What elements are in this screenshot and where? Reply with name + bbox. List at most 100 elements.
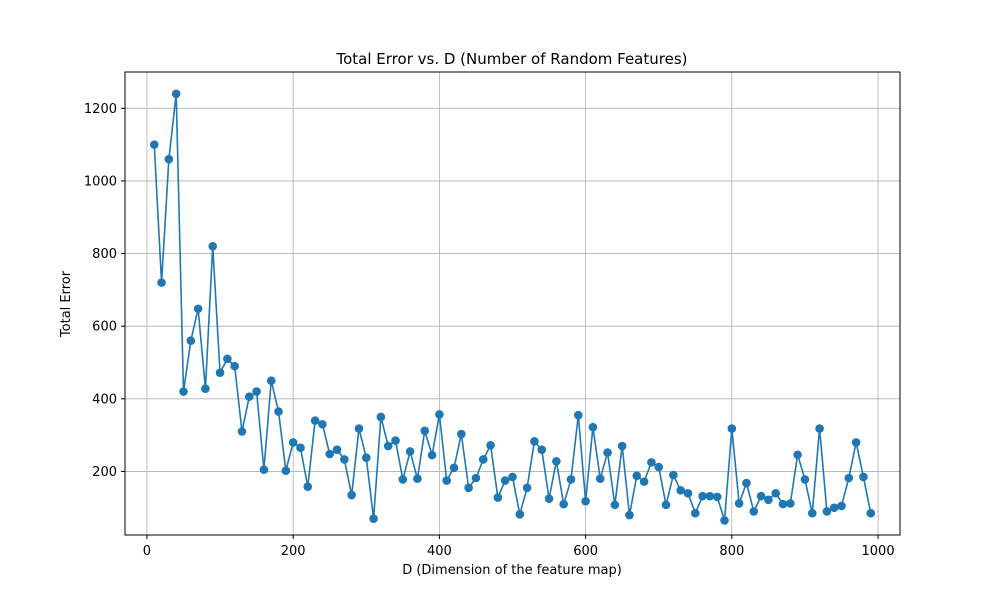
data-point bbox=[244, 392, 254, 401]
y-axis-title: Total Error bbox=[59, 270, 74, 338]
data-point bbox=[303, 482, 313, 492]
data-point bbox=[749, 507, 759, 516]
data-point bbox=[383, 441, 393, 451]
data-point bbox=[486, 441, 495, 450]
grid bbox=[125, 72, 900, 535]
data-point bbox=[727, 424, 737, 433]
data-point bbox=[581, 496, 590, 506]
data-point bbox=[574, 410, 583, 420]
data-point bbox=[500, 476, 510, 485]
data-point bbox=[829, 503, 839, 513]
data-point bbox=[208, 242, 218, 251]
plot-frame bbox=[124, 71, 901, 536]
data-point bbox=[866, 508, 876, 518]
data-point bbox=[471, 473, 481, 483]
data-point bbox=[559, 499, 568, 509]
data-point bbox=[237, 427, 247, 436]
data-point bbox=[171, 89, 181, 99]
data-point bbox=[449, 463, 459, 473]
data-point bbox=[639, 477, 649, 486]
x-axis-title: D (Dimension of the feature map) bbox=[402, 563, 622, 578]
data-point bbox=[457, 429, 466, 439]
data-point bbox=[669, 470, 678, 480]
data-point bbox=[413, 474, 422, 484]
x-tick-label: 400 bbox=[427, 544, 452, 559]
data-point bbox=[310, 416, 320, 425]
data-point bbox=[552, 456, 561, 466]
data-point bbox=[595, 474, 605, 484]
data-point bbox=[844, 473, 854, 483]
data-point bbox=[859, 472, 868, 482]
data-point bbox=[369, 514, 378, 523]
data-point bbox=[815, 424, 824, 433]
data-point bbox=[712, 492, 722, 502]
data-point bbox=[566, 475, 576, 484]
data-point bbox=[851, 438, 861, 447]
data-point bbox=[179, 387, 188, 396]
data-point bbox=[266, 376, 276, 385]
data-point bbox=[508, 472, 517, 482]
data-point bbox=[478, 455, 488, 464]
data-point bbox=[288, 438, 298, 447]
data-point bbox=[610, 500, 620, 510]
data-point bbox=[625, 510, 634, 520]
data-point bbox=[807, 508, 817, 518]
data-point bbox=[837, 501, 846, 511]
data-point bbox=[259, 465, 269, 474]
data-point bbox=[186, 336, 196, 346]
data-point bbox=[515, 510, 525, 519]
data-point bbox=[274, 407, 283, 416]
x-tick-label: 800 bbox=[719, 544, 744, 559]
ticks: 0 200 400 600 800 1000 200 400 600 800 1000 1200 bbox=[84, 102, 895, 559]
y-tick-label: 1200 bbox=[84, 102, 117, 117]
y-tick-label: 400 bbox=[92, 392, 117, 407]
data-point bbox=[420, 426, 430, 436]
y-tick-label: 600 bbox=[92, 320, 117, 335]
data-point bbox=[705, 491, 715, 501]
data-point bbox=[756, 491, 766, 501]
data-point bbox=[354, 424, 364, 433]
data-point bbox=[698, 491, 707, 501]
data-point bbox=[734, 499, 744, 508]
data-point bbox=[654, 462, 664, 472]
x-tick-label: 1000 bbox=[862, 544, 895, 559]
data-point bbox=[405, 447, 415, 456]
data-point bbox=[230, 361, 239, 371]
data-point bbox=[683, 488, 693, 498]
data-point bbox=[149, 140, 159, 149]
data-point bbox=[376, 412, 386, 422]
data-point bbox=[771, 488, 781, 498]
data-point bbox=[296, 443, 305, 453]
data-point bbox=[201, 384, 210, 393]
data-point bbox=[778, 499, 788, 509]
data-point bbox=[215, 368, 225, 377]
data-point bbox=[822, 507, 832, 516]
data-point bbox=[325, 449, 335, 459]
data-point bbox=[661, 500, 671, 510]
data-point bbox=[223, 354, 232, 364]
data-point bbox=[164, 154, 174, 164]
x-tick-label: 0 bbox=[143, 544, 151, 559]
data-point bbox=[690, 508, 700, 518]
data-point bbox=[588, 422, 598, 432]
data-point bbox=[544, 494, 554, 503]
data-point bbox=[530, 437, 539, 446]
data-point bbox=[617, 441, 627, 451]
data-point bbox=[522, 483, 532, 493]
data-point bbox=[764, 495, 773, 505]
data-point bbox=[442, 476, 452, 485]
chart-title: Total Error vs. D (Number of Random Feat… bbox=[336, 50, 688, 68]
data-point bbox=[786, 499, 795, 508]
y-tick-label: 800 bbox=[92, 247, 117, 262]
data-point bbox=[464, 483, 473, 493]
data-point bbox=[157, 278, 166, 287]
data-point bbox=[427, 450, 437, 460]
data-point bbox=[793, 450, 802, 460]
data-point bbox=[800, 475, 810, 484]
y-tick-label: 1000 bbox=[84, 174, 117, 189]
data-point bbox=[361, 453, 371, 462]
data-point bbox=[676, 486, 685, 495]
data-point bbox=[493, 493, 503, 502]
data-point bbox=[281, 466, 291, 476]
